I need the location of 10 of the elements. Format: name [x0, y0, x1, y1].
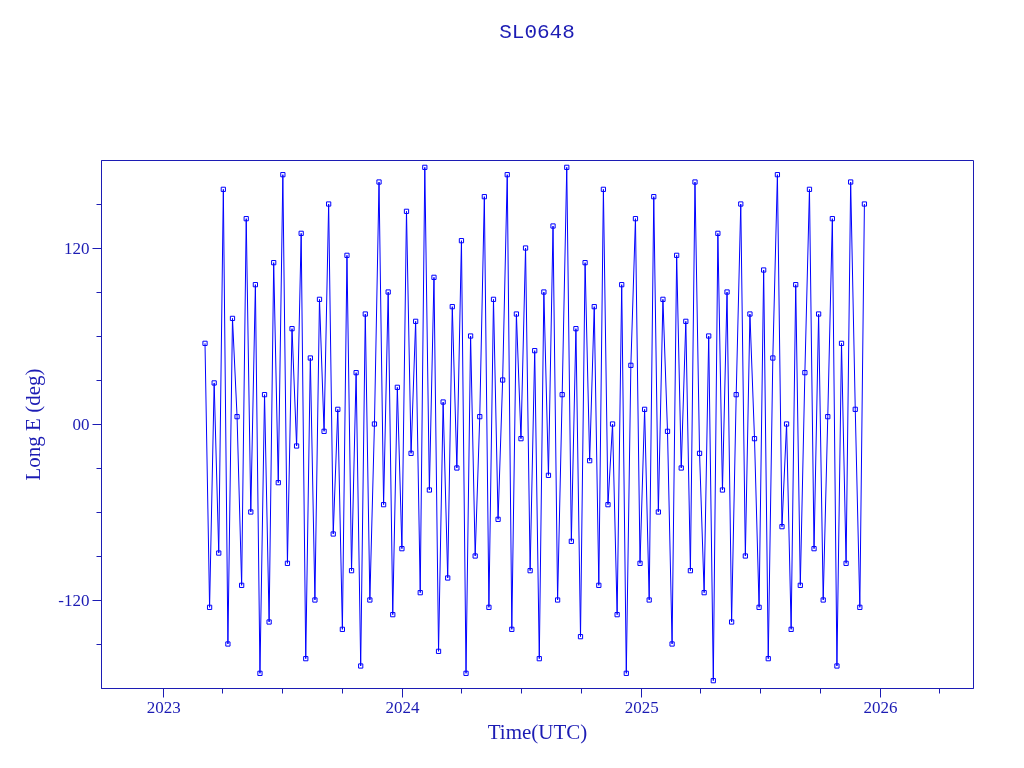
- y-tick-label: 00: [72, 414, 90, 434]
- y-axis-title: Long E (deg): [21, 368, 46, 481]
- chart-title: SL0648: [499, 21, 575, 44]
- x-tick-label: 2025: [624, 697, 659, 717]
- x-tick-label: 2026: [863, 697, 898, 717]
- x-tick-label: 2023: [146, 697, 181, 717]
- x-axis-title: Time(UTC): [487, 719, 588, 744]
- x-tick-label: 2024: [385, 697, 420, 717]
- y-tick-label: -120: [58, 590, 90, 610]
- y-tick-label: 120: [64, 238, 90, 258]
